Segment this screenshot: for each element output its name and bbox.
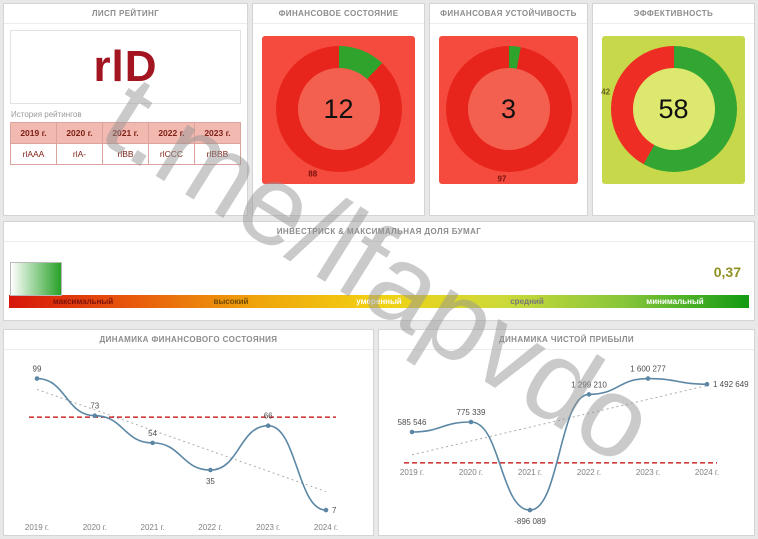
financial-stability-panel: ФИНАНСОВАЯ УСТОЙЧИВОСТЬ 3 97 xyxy=(429,3,588,216)
efficiency-panel: ЭФФЕКТИВНОСТЬ 58 42 xyxy=(592,3,755,216)
data-label: 73 xyxy=(90,402,99,411)
donut-chart: 3 xyxy=(445,46,572,172)
x-axis-label: 2020 г. xyxy=(459,468,483,477)
risk-scale-label: высокий xyxy=(213,297,249,306)
x-axis-label: 2019 г. xyxy=(25,523,49,532)
net-profit-title: ДИНАМИКА ЧИСТОЙ ПРИБЫЛИ xyxy=(379,330,754,350)
rating-panel: ЛИСП РЕЙТИНГ rlD История рейтингов 2019 … xyxy=(3,3,248,216)
risk-scale-label: максимальный xyxy=(52,297,114,306)
history-rating-cell: rlBB xyxy=(102,143,149,165)
gauge-value: 12 xyxy=(297,68,380,150)
trendline xyxy=(36,388,327,493)
invest-risk-body: 0,37 максимальный высокий умеренный средний… xyxy=(4,242,754,320)
rating-box: rlD xyxy=(10,30,241,104)
x-axis-label: 2024 г. xyxy=(314,523,338,532)
data-label: 775 339 xyxy=(457,408,486,417)
data-label: 585 546 xyxy=(398,418,427,427)
gauge-remainder-label: 42 xyxy=(601,87,611,97)
risk-scale-label: умеренный xyxy=(356,297,402,306)
efficiency-gauge: 58 42 xyxy=(593,24,754,214)
data-point xyxy=(208,467,213,473)
gauge-remainder-label: 88 xyxy=(308,169,318,179)
data-line xyxy=(36,377,327,511)
invest-risk-title: ИНВЕСТРИСК & МАКСИМАЛЬНАЯ ДОЛЯ БУМАГ xyxy=(4,222,754,242)
rating-history-table: 2019 г. 2020 г. 2021 г. 2022 г. 2023 г. rlAAA… xyxy=(10,122,241,165)
financial-state-gauge: 12 88 xyxy=(253,24,424,214)
financial-state-panel: ФИНАНСОВОЕ СОСТОЯНИЕ 12 88 xyxy=(252,3,425,216)
history-rating-cell: rlCCC xyxy=(148,143,195,165)
data-point xyxy=(92,413,98,419)
data-point xyxy=(265,423,271,429)
data-point xyxy=(150,440,155,446)
x-axis-label: 2021 г. xyxy=(141,523,165,532)
data-point xyxy=(586,392,592,397)
data-label: 7 xyxy=(332,506,337,515)
data-label: 66 xyxy=(264,412,273,421)
data-label: 99 xyxy=(33,365,42,374)
risk-scale-label: средний xyxy=(510,297,544,306)
net-profit-panel: ДИНАМИКА ЧИСТОЙ ПРИБЫЛИ 2019 г. 2020 г. 20… xyxy=(378,329,755,536)
data-label: 1 299 210 xyxy=(571,380,607,389)
financial-dynamics-title: ДИНАМИКА ФИНАНСОВОГО СОСТОЯНИЯ xyxy=(4,330,373,350)
data-point xyxy=(704,381,710,387)
x-axis-label: 2023 г. xyxy=(256,523,280,532)
history-rating-cell: rlBBB xyxy=(194,143,241,165)
invest-risk-panel: ИНВЕСТРИСК & МАКСИМАЛЬНАЯ ДОЛЯ БУМАГ 0,3… xyxy=(3,221,755,321)
x-axis-label: 2020 г. xyxy=(83,523,107,532)
data-point xyxy=(527,507,533,513)
x-axis-label: 2023 г. xyxy=(636,468,660,477)
financial-state-title: ФИНАНСОВОЕ СОСТОЯНИЕ xyxy=(253,4,424,24)
data-label: 1 600 277 xyxy=(630,365,666,374)
data-point xyxy=(34,376,40,381)
history-rating-cell: rlAAA xyxy=(10,143,57,165)
financial-stability-gauge: 3 97 xyxy=(430,24,587,214)
rating-value: rlD xyxy=(93,42,158,91)
history-year-header: 2022 г. xyxy=(148,122,195,144)
data-point xyxy=(645,376,651,381)
gauge-remainder-label: 97 xyxy=(497,174,507,184)
financial-dynamics-chart: 2019 г. 2020 г. 2021 г. 2022 г. 2023 г. 2024 … xyxy=(25,365,338,532)
x-axis-label: 2022 г. xyxy=(577,468,601,477)
donut-chart: 12 xyxy=(275,46,402,172)
risk-value: 0,37 xyxy=(713,264,741,280)
financial-stability-title: ФИНАНСОВАЯ УСТОЙЧИВОСТЬ xyxy=(430,4,587,24)
data-label: 35 xyxy=(206,477,215,486)
x-axis-label: 2024 г. xyxy=(695,468,719,477)
history-year-header: 2020 г. xyxy=(56,122,103,144)
data-point xyxy=(468,419,474,425)
data-label: -896 089 xyxy=(514,517,546,526)
gauge-value: 3 xyxy=(467,68,550,150)
financial-dynamics-panel: ДИНАМИКА ФИНАНСОВОГО СОСТОЯНИЯ 2019 г. 20… xyxy=(3,329,374,536)
data-label: 1 492 649 xyxy=(713,380,749,389)
x-axis-label: 2022 г. xyxy=(198,523,222,532)
data-label: 54 xyxy=(148,429,157,438)
history-year-header: 2021 г. xyxy=(102,122,149,144)
rating-panel-title: ЛИСП РЕЙТИНГ xyxy=(4,4,247,24)
risk-legend-gradient xyxy=(10,262,62,296)
history-year-header: 2019 г. xyxy=(10,122,57,144)
data-point xyxy=(323,507,329,513)
x-axis-label: 2021 г. xyxy=(518,468,542,477)
risk-scale-label: минимальный xyxy=(646,297,704,306)
trendline xyxy=(411,385,708,456)
rating-history-label: История рейтингов xyxy=(11,110,82,119)
gauge-value: 58 xyxy=(632,68,715,150)
donut-chart: 58 xyxy=(610,46,737,172)
history-rating-cell: rlA- xyxy=(56,143,103,165)
history-year-header: 2023 г. xyxy=(194,122,241,144)
net-profit-chart: 2019 г. 2020 г. 2021 г. 2022 г. 2023 г. 2024 … xyxy=(398,365,750,527)
risk-scale-bar: максимальный высокий умеренный средний миним… xyxy=(9,295,749,308)
efficiency-title: ЭФФЕКТИВНОСТЬ xyxy=(593,4,754,24)
x-axis-label: 2019 г. xyxy=(400,468,424,477)
data-point xyxy=(409,429,415,435)
